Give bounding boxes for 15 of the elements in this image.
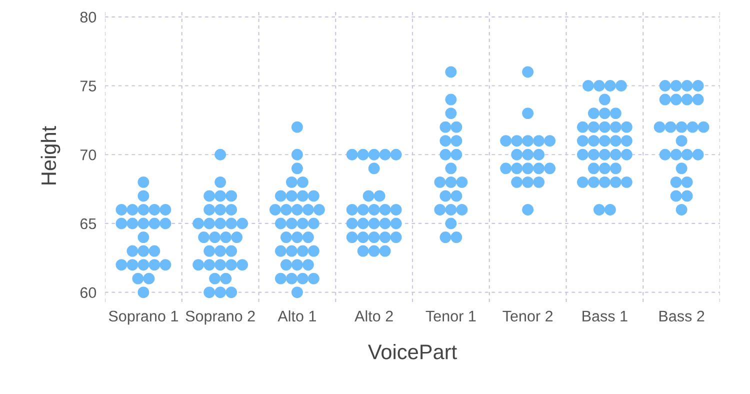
x-axis-title: VoicePart (368, 344, 457, 360)
x-tick-label: Soprano 1 (108, 310, 178, 325)
y-tick-label: 60 (80, 287, 96, 298)
x-tick-label: Soprano 2 (186, 310, 255, 325)
x-tick-label: Tenor 1 (426, 310, 476, 322)
x-tick-label: Bass 2 (659, 310, 704, 322)
y-tick-label: 75 (80, 80, 96, 92)
x-tick-label: Bass 1 (582, 310, 628, 322)
x-tick-label: Alto 1 (278, 310, 316, 322)
x-tick-label: Tenor 2 (502, 310, 553, 322)
y-tick-label: 65 (80, 218, 96, 230)
y-axis-title: Height (40, 126, 60, 184)
y-tick-label: 80 (80, 12, 96, 23)
x-tick-label: Alto 2 (354, 310, 393, 322)
y-tick-label: 70 (80, 149, 96, 160)
